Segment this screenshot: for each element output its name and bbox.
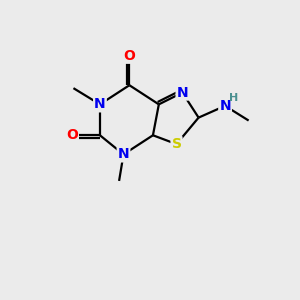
Text: N: N [219, 99, 231, 113]
Text: S: S [172, 137, 182, 151]
Text: N: N [94, 98, 106, 111]
Text: N: N [177, 85, 188, 100]
Text: O: O [124, 49, 135, 63]
Text: N: N [118, 147, 129, 161]
Text: H: H [229, 93, 238, 103]
Text: O: O [66, 128, 78, 142]
